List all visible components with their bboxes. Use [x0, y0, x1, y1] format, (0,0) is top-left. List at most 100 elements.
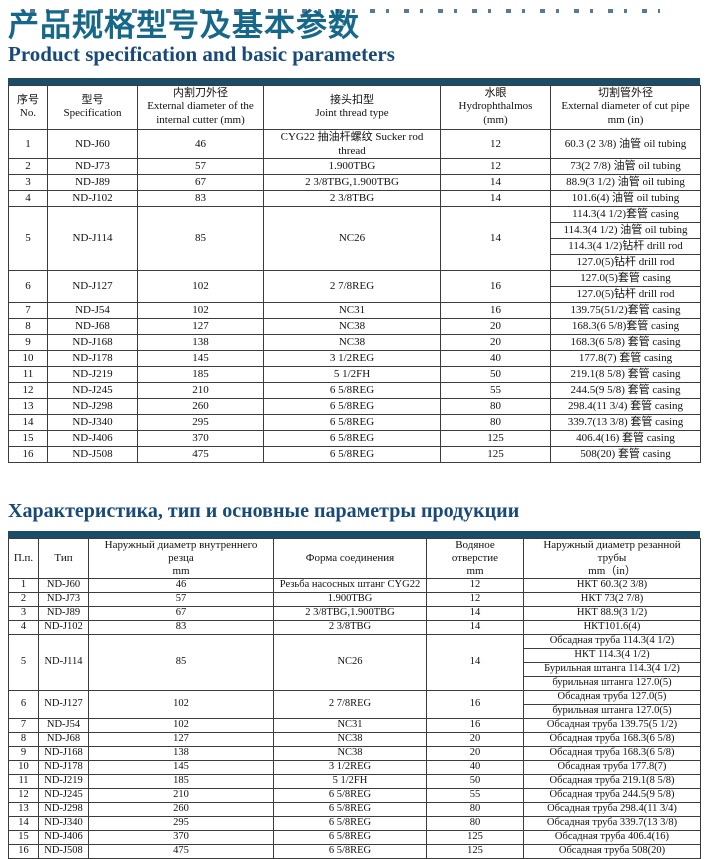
cell-water-eye: 16	[426, 689, 524, 719]
cell-water-eye: 16	[426, 717, 524, 733]
table-row: 8 ND-J68 127 NC38 20 Обсадная труба 168.3(6 5…	[8, 731, 701, 747]
table-row: 6 ND-J127 102 2 7/8REG 16 Обсадная труба 127.…	[8, 689, 701, 719]
cell-row-no: 7	[8, 301, 48, 319]
cell-water-eye: 20	[440, 333, 551, 351]
column-header: Форма соединения	[273, 537, 427, 579]
cell-cutter-diameter: 57	[88, 591, 274, 607]
cell-thread-type: NC26	[263, 205, 441, 271]
cell-water-eye: 40	[440, 349, 551, 367]
cell-cutter-diameter: 145	[88, 759, 274, 775]
cell-cutter-diameter: 370	[88, 829, 274, 845]
table-row: 1 ND-J60 46 CYG22 抽油杆螺纹 Sucker rod thread 12…	[8, 128, 701, 159]
column-header: 内割刀外径 External diameter of the internal cu…	[137, 84, 264, 130]
cell-cut-pipe: Обсадная труба 139.75(5 1/2)	[523, 717, 701, 733]
cell-thread-type: 6 5/8REG	[273, 829, 427, 845]
cell-cut-pipe: 339.7(13 3/8) 套管 casing	[550, 413, 701, 431]
table-row: 3 ND-J89 67 2 3/8TBG,1.900TBG 14 НКТ 88.9(3 1…	[8, 605, 701, 621]
cell-cut-pipe: Обсадная труба 168.3(6 5/8)	[523, 731, 701, 747]
table-row: 6 ND-J127 102 2 7/8REG 16 127.0(5)套管 casing	[8, 269, 701, 303]
cell-cutter-diameter: 475	[137, 445, 264, 463]
column-header: 序号 No.	[8, 84, 48, 130]
cut-off-text-fragment	[30, 9, 660, 13]
cell-cut-pipe: 114.3(4 1/2)钻杆 drill rod	[550, 237, 701, 255]
cell-water-eye: 125	[426, 843, 524, 859]
cell-cut-pipe: НКТ 88.9(3 1/2)	[523, 605, 701, 621]
cell-cut-pipe: Обсадная труба 177.8(7)	[523, 759, 701, 775]
cell-cut-pipe: Обсадная труба 406.4(16)	[523, 829, 701, 845]
cell-row-no: 8	[8, 317, 48, 335]
cell-cutter-diameter: 102	[88, 689, 274, 719]
cell-thread-type: 6 5/8REG	[263, 429, 441, 447]
cell-row-no: 3	[8, 173, 48, 191]
column-header: Наружный диаметр внутреннего резца mm	[88, 537, 274, 579]
cell-cut-pipe: 508(20) 套管 casing	[550, 445, 701, 463]
russian-table-body: 1 ND-J60 46 Резьба насосных штанг CYG22 12 НК…	[8, 577, 701, 859]
cell-cut-pipe: 60.3 (2 3/8) 油管 oil tubing	[550, 128, 701, 159]
cell-cutter-diameter: 210	[88, 787, 274, 803]
cell-water-eye: 40	[426, 759, 524, 775]
cell-water-eye: 14	[440, 205, 551, 271]
cell-row-no: 9	[8, 745, 39, 761]
cell-thread-type: NC31	[263, 301, 441, 319]
cell-water-eye: 80	[426, 815, 524, 831]
cell-row-no: 5	[8, 633, 39, 691]
cell-model: ND-J60	[38, 577, 89, 593]
cell-cutter-diameter: 185	[88, 773, 274, 789]
cell-water-eye: 125	[440, 445, 551, 463]
cell-cutter-diameter: 127	[88, 731, 274, 747]
russian-table-header-row: П.п. Тип Наружный диаметр внутреннего резца…	[8, 537, 701, 579]
cell-model: ND-J178	[47, 349, 138, 367]
cell-row-no: 1	[8, 128, 48, 159]
table-row: 15 ND-J406 370 6 5/8REG 125 Обсадная труба 40…	[8, 829, 701, 845]
cell-cut-pipe: 219.1(8 5/8) 套管 casing	[550, 365, 701, 383]
cell-cutter-diameter: 46	[88, 577, 274, 593]
cell-cut-pipe: Обсадная труба 114.3(4 1/2)	[523, 633, 701, 649]
cell-cut-pipe: Обсадная труба 508(20)	[523, 843, 701, 859]
cell-model: ND-J102	[38, 619, 89, 635]
cell-model: ND-J178	[38, 759, 89, 775]
cell-row-no: 13	[8, 801, 39, 817]
cell-cutter-diameter: 83	[137, 189, 264, 207]
table-row: 5 ND-J114 85 NC26 14 Обсадная труба 114.3(4 1…	[8, 633, 701, 691]
cell-thread-type: NC31	[273, 717, 427, 733]
cell-cut-pipe: Обсадная труба 298.4(11 3/4)	[523, 801, 701, 817]
cell-cut-pipe: НКТ 73(2 7/8)	[523, 591, 701, 607]
table-row: 2 ND-J73 57 1.900TBG 12 НКТ 73(2 7/8)	[8, 591, 701, 607]
table-row: 13 ND-J298 260 6 5/8REG 80 298.4(11 3/4) 套管 c…	[8, 397, 701, 415]
cell-thread-type: 6 5/8REG	[273, 843, 427, 859]
cell-model: ND-J127	[38, 689, 89, 719]
table-row: 3 ND-J89 67 2 3/8TBG,1.900TBG 14 88.9(3 1/2) …	[8, 173, 701, 191]
cell-row-no: 14	[8, 413, 48, 431]
column-header: Водяное отверстие mm	[426, 537, 524, 579]
cell-thread-type: NC38	[273, 731, 427, 747]
cell-model: ND-J245	[47, 381, 138, 399]
cell-thread-type: NC26	[273, 633, 427, 691]
table-row: 10 ND-J178 145 3 1/2REG 40 Обсадная труба 177…	[8, 759, 701, 775]
cell-cutter-diameter: 102	[137, 301, 264, 319]
column-header: 型号 Specification	[47, 84, 138, 130]
table-row: 13 ND-J298 260 6 5/8REG 80 Обсадная труба 298…	[8, 801, 701, 817]
cell-model: ND-J298	[38, 801, 89, 817]
cell-cut-pipe: 101.6(4) 油管 oil tubing	[550, 189, 701, 207]
cell-row-no: 1	[8, 577, 39, 593]
cell-water-eye: 80	[440, 397, 551, 415]
cell-row-no: 13	[8, 397, 48, 415]
cell-thread-type: 2 3/8TBG	[263, 189, 441, 207]
cell-water-eye: 125	[426, 829, 524, 845]
cell-thread-type: 3 1/2REG	[273, 759, 427, 775]
table-row: 12 ND-J245 210 6 5/8REG 55 244.5(9 5/8) 套管 ca…	[8, 381, 701, 399]
cell-cutter-diameter: 83	[88, 619, 274, 635]
table1-top-bar	[8, 77, 700, 85]
cell-cutter-diameter: 138	[137, 333, 264, 351]
cell-cut-pipe: 168.3(6 5/8) 套管 casing	[550, 333, 701, 351]
cell-thread-type: 2 3/8TBG,1.900TBG	[263, 173, 441, 191]
cell-cutter-diameter: 185	[137, 365, 264, 383]
table-row: 5 ND-J114 85 NC26 14 114.3(4 1/2)套管 casing	[8, 205, 701, 271]
cell-model: ND-J508	[47, 445, 138, 463]
table-row: 1 ND-J60 46 Резьба насосных штанг CYG22 12 НК…	[8, 577, 701, 593]
cell-row-no: 15	[8, 829, 39, 845]
cell-row-no: 16	[8, 445, 48, 463]
column-header: Тип	[38, 537, 89, 579]
cell-thread-type: NC38	[273, 745, 427, 761]
cell-cut-pipe: НКТ101.6(4)	[523, 619, 701, 635]
